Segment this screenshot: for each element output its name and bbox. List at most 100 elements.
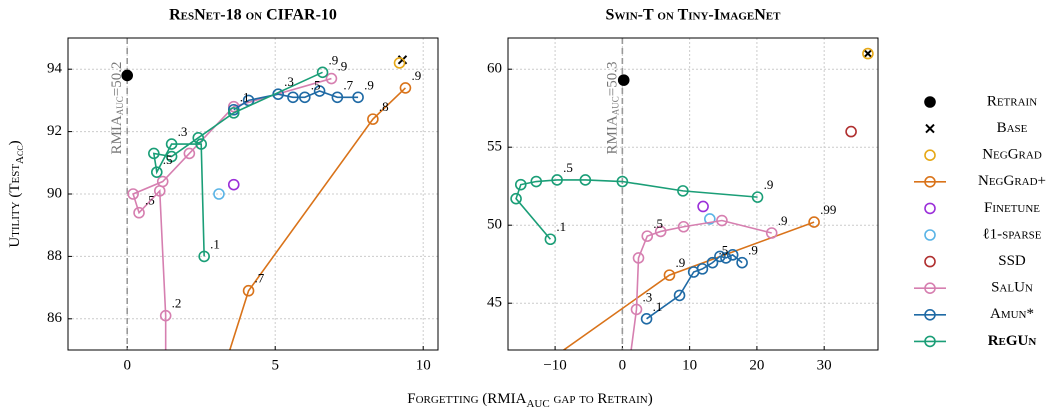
marker	[924, 335, 936, 348]
point-label: .5	[653, 216, 663, 231]
plot	[121, 55, 412, 350]
legend-label: Amun*	[990, 306, 1034, 322]
marker	[183, 147, 196, 160]
x-stroke	[925, 123, 935, 134]
marker	[714, 250, 726, 263]
y-tick-label: 86	[47, 310, 63, 326]
marker	[544, 233, 557, 246]
marker	[924, 308, 936, 321]
y-tick-label: 45	[487, 295, 502, 311]
marker	[862, 47, 874, 60]
marker	[198, 250, 210, 263]
legend-label: NegGrad	[982, 147, 1042, 163]
marker	[726, 249, 739, 261]
chart-title: Swin-T on Tiny-ImageNet	[606, 7, 782, 24]
point-label: .1	[653, 299, 663, 314]
legend-label: Base	[997, 120, 1028, 136]
x-tick-label: 10	[682, 357, 697, 373]
legend-label: SSD	[998, 253, 1026, 269]
marker	[706, 256, 719, 269]
marker	[352, 91, 364, 104]
marker	[551, 174, 563, 186]
marker	[751, 191, 764, 203]
point-label: .5	[163, 152, 173, 167]
reference-label-main: RMIA	[605, 115, 621, 154]
marker	[924, 149, 936, 161]
reference-label-rest: =50.2	[110, 62, 126, 97]
y-label-sub: Acc	[14, 145, 26, 164]
marker	[227, 178, 240, 191]
legend-label: SalUn	[991, 280, 1033, 296]
marker	[630, 303, 643, 316]
marker	[530, 175, 543, 188]
x-tick-label: 10	[416, 357, 431, 373]
marker-x	[925, 123, 935, 134]
marker	[765, 227, 778, 239]
x-tick-label: 0	[619, 357, 627, 373]
marker	[367, 113, 379, 125]
point-label: .1	[210, 236, 220, 251]
point-label: .2	[172, 296, 182, 311]
marker	[325, 72, 338, 85]
legend-label: ReGUn	[988, 333, 1037, 349]
marker	[924, 202, 936, 215]
marker	[654, 225, 667, 238]
marker	[673, 289, 686, 302]
marker	[298, 91, 311, 104]
marker	[331, 91, 344, 104]
x-tick-label: 5	[271, 357, 279, 373]
marker-x	[863, 48, 873, 59]
marker	[287, 91, 299, 104]
point-label: .5	[563, 160, 573, 175]
marker	[151, 166, 163, 178]
y-label-rest: )	[7, 140, 23, 145]
marker	[617, 74, 630, 86]
x-tick-label: 30	[817, 357, 832, 373]
marker	[720, 252, 732, 264]
marker	[192, 132, 205, 144]
point-label: .9	[675, 255, 685, 270]
point-label: .7	[343, 77, 353, 92]
series-line	[228, 87, 406, 350]
y-tick-label: 94	[47, 61, 63, 77]
point-label: .8	[379, 99, 389, 114]
marker	[242, 284, 255, 297]
point-label: .3	[642, 289, 652, 304]
marker	[159, 309, 172, 322]
point-label: .5	[719, 243, 729, 258]
marker	[924, 229, 936, 241]
marker	[924, 96, 936, 108]
legend-label: NegGrad+	[978, 173, 1046, 189]
marker	[165, 138, 178, 150]
y-tick-label: 55	[487, 139, 502, 155]
x-axis-label: Forgetting (RMIAAUC gap to Retrain)	[407, 391, 652, 409]
reference-label: RMIAAUC=50.3	[605, 62, 621, 155]
point-label: .99	[820, 202, 836, 217]
marker	[133, 206, 145, 219]
marker	[808, 216, 820, 228]
reference-label: RMIAAUC=50.2	[110, 62, 126, 155]
marker	[313, 85, 326, 97]
point-label: .5	[145, 193, 155, 208]
marker	[148, 147, 160, 160]
point-label: .9	[764, 177, 774, 192]
marker	[677, 220, 690, 233]
marker	[663, 269, 676, 281]
x-tick-label: −10	[543, 357, 566, 373]
point-label: .1	[556, 219, 566, 234]
series-line	[152, 71, 323, 257]
y-tick-label: 50	[487, 217, 502, 233]
y-tick-label: 88	[47, 248, 62, 264]
marker	[510, 192, 522, 205]
marker	[924, 255, 936, 268]
point-label: .3	[178, 124, 188, 139]
y-label-main: Utility (Test	[7, 164, 23, 248]
marker	[195, 138, 207, 150]
marker	[641, 230, 654, 242]
marker	[924, 282, 936, 295]
point-label: .9	[411, 68, 421, 83]
marker	[632, 252, 645, 264]
marker	[393, 57, 406, 69]
marker	[514, 178, 527, 191]
